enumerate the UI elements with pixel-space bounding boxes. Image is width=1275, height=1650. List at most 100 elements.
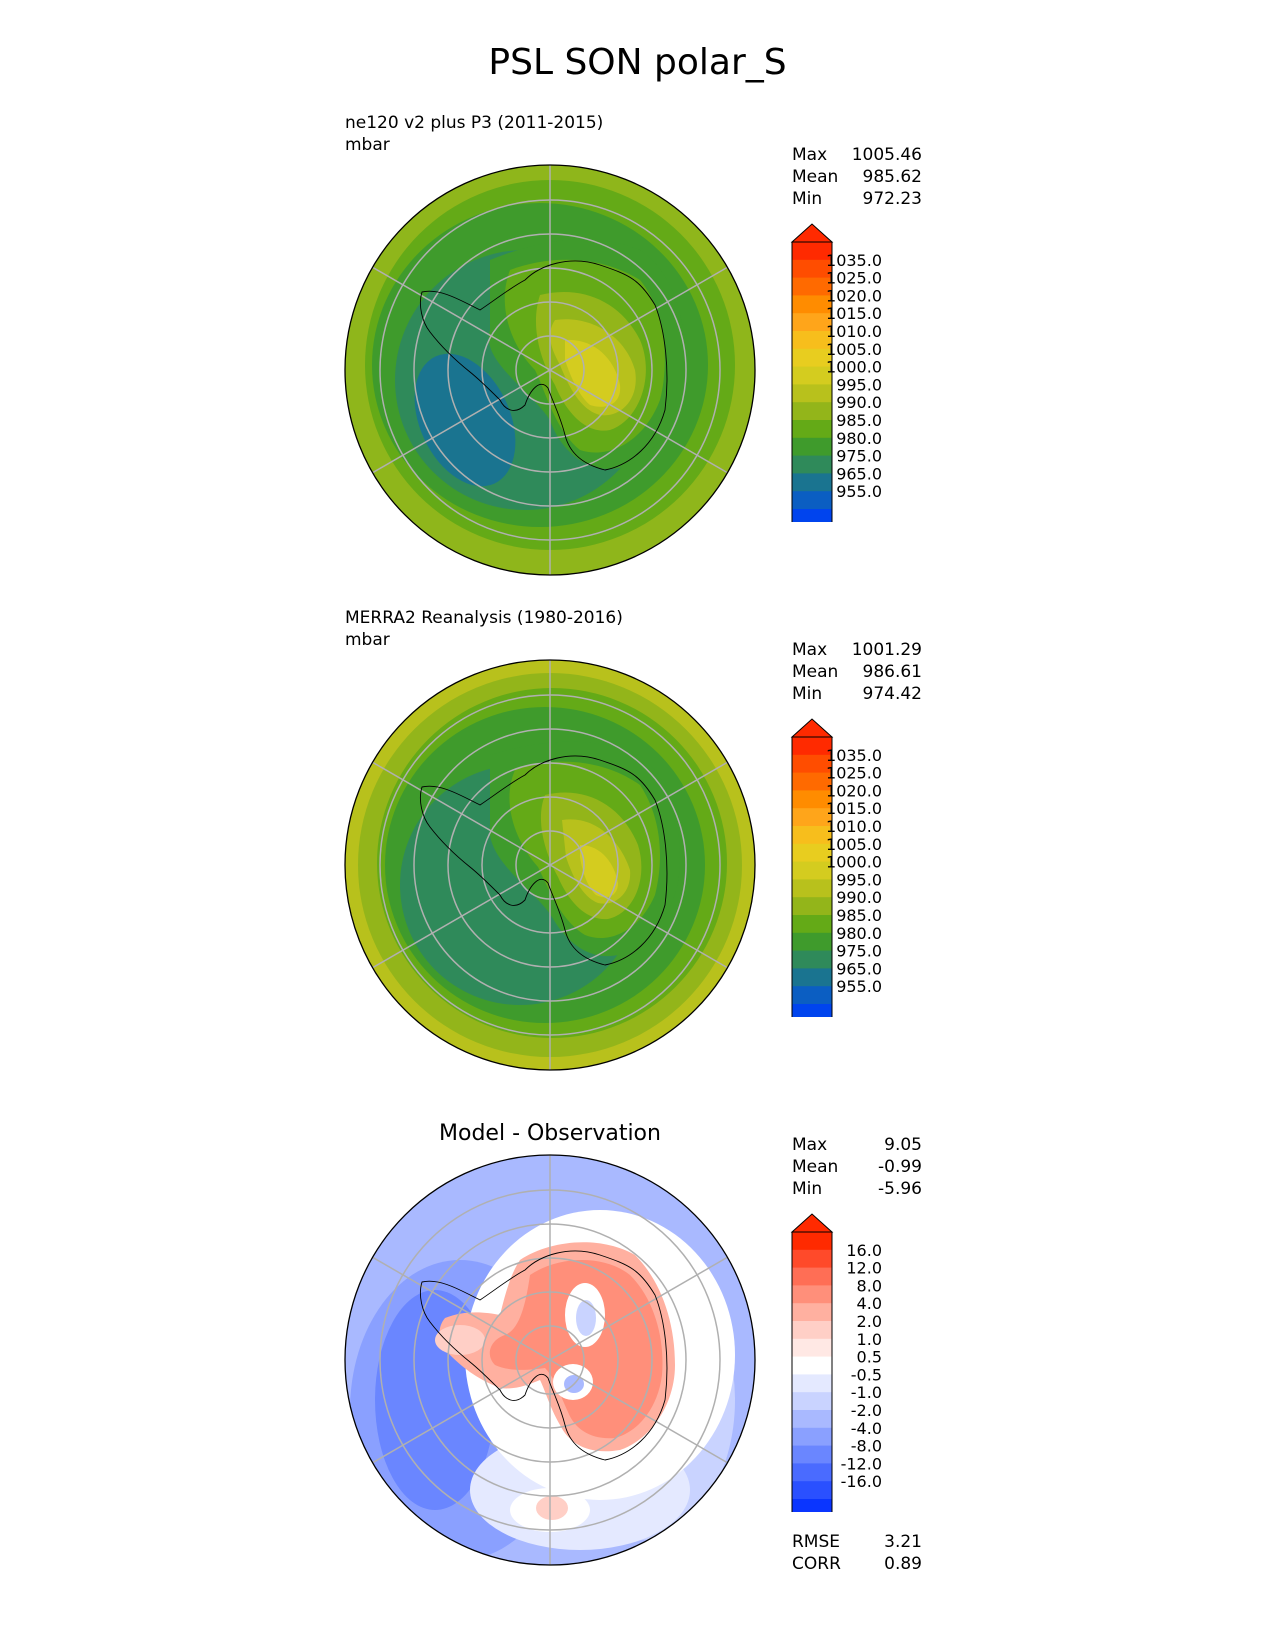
colorbar-segment xyxy=(792,384,832,403)
colorbar-segment xyxy=(792,491,832,510)
colorbar-segment xyxy=(792,402,832,421)
colorbar-segment xyxy=(792,295,832,314)
panel-diff-title: Model - Observation xyxy=(439,1121,661,1146)
colorbar-segment xyxy=(792,772,832,791)
colorbar-segment xyxy=(792,1463,832,1482)
colorbar-outline xyxy=(791,736,833,1017)
colorbar-segment xyxy=(792,1004,832,1017)
colorbar-tick-label: -16.0 xyxy=(841,1472,882,1491)
polar-map-model xyxy=(344,164,756,576)
panel-model-units: mbar xyxy=(345,135,390,155)
panel-obs-stats: Max 1001.29 Mean 986.61 Min 974.42 xyxy=(792,639,922,705)
colorbar-tick-label: 1025.0 xyxy=(826,764,882,783)
colorbar-tick-label: 985.0 xyxy=(836,411,882,430)
colorbar-segment xyxy=(792,1427,832,1447)
stat-corr: CORR 0.89 xyxy=(792,1554,922,1574)
colorbar-tick-label: 1015.0 xyxy=(826,799,882,818)
colorbar-segment xyxy=(792,1499,832,1512)
colorbar-tick-label: -4.0 xyxy=(851,1419,882,1438)
colorbar-segment xyxy=(792,879,832,898)
colorbar-segment xyxy=(792,950,832,969)
colorbar-tick-label: 1.0 xyxy=(857,1330,882,1349)
stat-max: Max 1001.29 xyxy=(792,640,922,660)
colorbar-extend-top xyxy=(790,718,834,738)
colorbar-tick-label: 16.0 xyxy=(846,1241,882,1260)
colorbar-segment xyxy=(792,737,832,756)
colorbar-tick-label: 985.0 xyxy=(836,906,882,925)
colorbar-tick-label: 1025.0 xyxy=(826,269,882,288)
stat-min: Min 974.42 xyxy=(792,684,922,704)
stat-rmse: RMSE 3.21 xyxy=(792,1532,922,1552)
stat-min: Min 972.23 xyxy=(792,189,922,209)
polar-map-diff xyxy=(344,1154,756,1566)
colorbar-segment xyxy=(792,1445,832,1464)
colorbar-extend-top xyxy=(790,1213,834,1233)
colorbar-segment xyxy=(792,790,832,809)
stat-min: Min -5.96 xyxy=(792,1179,922,1199)
colorbar-tick-label: 1020.0 xyxy=(826,286,882,305)
colorbar-tick-label: 1015.0 xyxy=(826,304,882,323)
colorbar-tick-label: 0.5 xyxy=(857,1348,882,1367)
colorbar-tick-label: 975.0 xyxy=(836,942,882,961)
colorbar-segment xyxy=(792,861,832,880)
colorbar-tick-label: 980.0 xyxy=(836,429,882,448)
colorbar-segment xyxy=(792,420,832,439)
colorbar-segment xyxy=(792,455,832,474)
colorbar-segment xyxy=(792,1410,832,1429)
colorbar-tick-label: 4.0 xyxy=(857,1294,882,1313)
colorbar-tick-label: 2.0 xyxy=(857,1312,882,1331)
colorbar-segment xyxy=(792,897,832,916)
colorbar-segment xyxy=(792,1267,832,1286)
colorbar-tick-label: -8.0 xyxy=(851,1437,882,1456)
stat-max: Max 1005.46 xyxy=(792,145,922,165)
colorbar-tick-label: 990.0 xyxy=(836,393,882,412)
colorbar-tick-label: -0.5 xyxy=(851,1365,882,1384)
colorbar-segment xyxy=(792,826,832,845)
colorbar-segment xyxy=(792,754,832,774)
colorbar-segment xyxy=(792,1321,832,1340)
panel-diff-extra-stats: RMSE 3.21 CORR 0.89 xyxy=(792,1531,922,1575)
colorbar-segment xyxy=(792,313,832,332)
colorbar-diff: 16.012.08.04.02.01.00.5-0.5-1.0-2.0-4.0-… xyxy=(790,1213,882,1512)
colorbar-model: 1035.01025.01020.01015.01010.01005.01000… xyxy=(790,223,882,522)
panel-model-stats: Max 1005.46 Mean 985.62 Min 972.23 xyxy=(792,144,922,210)
panel-model-title: ne120 v2 plus P3 (2011-2015) xyxy=(345,113,604,133)
colorbar-tick-label: 1000.0 xyxy=(826,358,882,377)
colorbar-tick-label: 990.0 xyxy=(836,888,882,907)
colorbar-tick-label: -2.0 xyxy=(851,1401,882,1420)
colorbar-segment xyxy=(792,1303,832,1322)
colorbar-segment xyxy=(792,986,832,1005)
colorbar-tick-label: 1000.0 xyxy=(826,853,882,872)
colorbar-tick-label: 955.0 xyxy=(836,482,882,501)
panel-obs-units: mbar xyxy=(345,630,390,650)
colorbar-segment xyxy=(792,259,832,279)
colorbar-tick-label: 955.0 xyxy=(836,977,882,996)
colorbar-segment xyxy=(792,348,832,368)
colorbar-segment xyxy=(792,277,832,296)
colorbar-segment xyxy=(792,331,832,350)
colorbar-outline xyxy=(791,241,833,522)
colorbar-segment xyxy=(792,968,832,987)
colorbar-tick-label: 1005.0 xyxy=(826,835,882,854)
colorbar-tick-label: 995.0 xyxy=(836,870,882,889)
colorbar-segment xyxy=(792,242,832,261)
colorbar-outline xyxy=(791,1231,833,1512)
colorbar-tick-label: 1020.0 xyxy=(826,781,882,800)
colorbar-segment xyxy=(792,437,832,457)
colorbar-segment xyxy=(792,1356,832,1375)
colorbar-segment xyxy=(792,915,832,934)
colorbar-segment xyxy=(792,1232,832,1251)
colorbar-tick-label: -1.0 xyxy=(851,1383,882,1402)
stat-max: Max 9.05 xyxy=(792,1135,922,1155)
polar-map-obs xyxy=(344,659,756,1071)
stat-mean: Mean 986.61 xyxy=(792,662,922,682)
colorbar-tick-label: 1010.0 xyxy=(826,322,882,341)
colorbar-tick-label: 1035.0 xyxy=(826,746,882,765)
panel-diff-stats: Max 9.05 Mean -0.99 Min -5.96 xyxy=(792,1134,922,1200)
colorbar-extend-top xyxy=(790,223,834,243)
colorbar-segment xyxy=(792,509,832,522)
colorbar-segment xyxy=(792,1392,832,1411)
figure-title: PSL SON polar_S xyxy=(488,42,787,83)
colorbar-segment xyxy=(792,808,832,827)
colorbar-tick-label: 995.0 xyxy=(836,375,882,394)
